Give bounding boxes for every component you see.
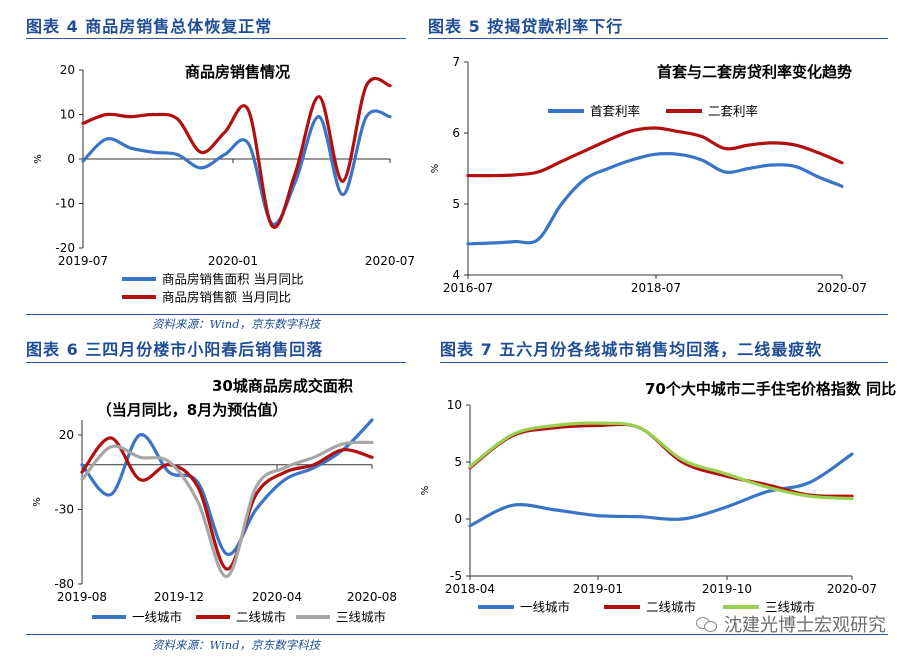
figure-4-source: 资料来源：Wind，京东数字科技: [152, 317, 321, 331]
chart-2-series-0-line: [80, 418, 374, 556]
chart-2-x-tick-label: 2019-12: [154, 590, 204, 604]
figure-4-title: 图表 4 商品房销售总体恢复正常: [26, 17, 273, 36]
chart-0-series-1-line: [81, 76, 392, 229]
source-rule-bottom: [26, 634, 888, 635]
chart-2-y-tick-label: -80: [54, 577, 74, 591]
chart-0-x-tick-label: 2020-07: [365, 254, 415, 268]
chart-1-y-tick-label: 4: [452, 268, 460, 282]
chart-2-legend-label: 一线城市: [132, 610, 182, 625]
watermark: 沈建光博士宏观研究: [696, 611, 886, 637]
chart-3-x-tick-label: 2020-07: [827, 582, 877, 596]
figure-5-title: 图表 5 按揭贷款利率下行: [428, 17, 624, 36]
chart-2-legend-label: 二线城市: [236, 610, 286, 625]
chart-1-title: 首套与二套房贷利率变化趋势: [657, 63, 852, 81]
chart-0-title: 商品房销售情况: [185, 63, 290, 81]
chart-0-y-tick-label: -20: [55, 241, 75, 255]
figure-6-source: 资料来源：Wind，京东数字科技: [152, 638, 321, 652]
figure-5-top-rule: [428, 38, 888, 39]
source-rule-top: [26, 314, 888, 315]
chart-1-x-tick-label: 2020-07: [817, 281, 867, 295]
chart-2-y-label: %: [32, 497, 43, 507]
chart-3-y-tick-label: -5: [450, 569, 462, 583]
figure-4-top-rule: [26, 38, 406, 39]
chart-3-x-tick-label: 2018-04: [445, 582, 495, 596]
chart-3-x-tick-label: 2019-01: [573, 582, 623, 596]
chart-1-series-1-line: [466, 126, 844, 178]
chart-3-x-tick-label: 2019-10: [702, 582, 752, 596]
chart-2-series-2-line: [80, 440, 374, 579]
chart-3-title: 70个大中城市二手住宅价格指数 同比: [645, 380, 896, 398]
chart-1-y-label: %: [430, 164, 441, 174]
wechat-icon: [696, 615, 718, 633]
figure-6-title: 图表 6 三四月份楼市小阳春后销售回落: [26, 340, 324, 359]
figure-7-top-rule: [440, 362, 888, 363]
chart-2-series-1-line: [80, 436, 374, 571]
chart-0-y-tick-label: 0: [67, 152, 75, 166]
chart-2-x-tick-label: 2019-08: [57, 590, 107, 604]
chart-0-y-tick-label: 20: [60, 63, 75, 77]
chart-1-x-tick-label: 2016-07: [443, 281, 493, 295]
chart-1-y-tick-label: 6: [452, 126, 460, 140]
chart-1-x-tick-label: 2018-07: [631, 281, 681, 295]
watermark-text: 沈建光博士宏观研究: [724, 615, 886, 636]
chart-3-y-tick-label: 10: [447, 398, 462, 412]
chart-1-legend-label: 二套利率: [708, 104, 758, 119]
figure-7-title: 图表 7 五六月份各线城市销售均回落，二线最疲软: [440, 340, 823, 359]
chart-3-legend-label: 一线城市: [520, 600, 570, 615]
chart-2-y-tick-label: -30: [54, 502, 74, 516]
chart-2-subtitle: （当月同比，8月为预估值）: [97, 401, 287, 419]
chart-2-y-tick-label: 20: [59, 428, 74, 442]
chart-1-y-tick-label: 5: [452, 197, 460, 211]
chart-0-legend-label: 商品房销售面积 当月同比: [162, 272, 303, 287]
chart-3-y-label: %: [420, 486, 431, 496]
chart-0-y-label: %: [33, 154, 44, 164]
chart-0-y-tick-label: 10: [60, 108, 75, 122]
chart-2-x-tick-label: 2020-08: [347, 590, 397, 604]
chart-0-legend-label: 商品房销售额 当月同比: [162, 290, 291, 305]
chart-3-series-2-line: [468, 421, 854, 501]
chart-2-x-tick-label: 2020-04: [252, 590, 302, 604]
chart-3-series-0-line: [468, 452, 854, 528]
chart-2-title: 30城商品房成交面积: [212, 377, 353, 395]
chart-3-legend-label: 二线城市: [646, 600, 696, 615]
chart-0-y-tick-label: -10: [55, 197, 75, 211]
chart-0-x-tick-label: 2020-01: [208, 254, 258, 268]
chart-1-legend-label: 首套利率: [590, 104, 640, 119]
chart-3-y-tick-label: 5: [454, 455, 462, 469]
chart-1-series-0-line: [466, 152, 844, 246]
chart-3-legend-label: 三线城市: [765, 600, 815, 615]
chart-0-series-0-line: [81, 109, 392, 226]
chart-1-y-tick-label: 7: [452, 55, 460, 69]
figure-6-top-rule: [26, 362, 406, 363]
chart-0-x-tick-label: 2019-07: [58, 254, 108, 268]
chart-2-legend-label: 三线城市: [336, 610, 386, 625]
chart-3-y-tick-label: 0: [454, 512, 462, 526]
